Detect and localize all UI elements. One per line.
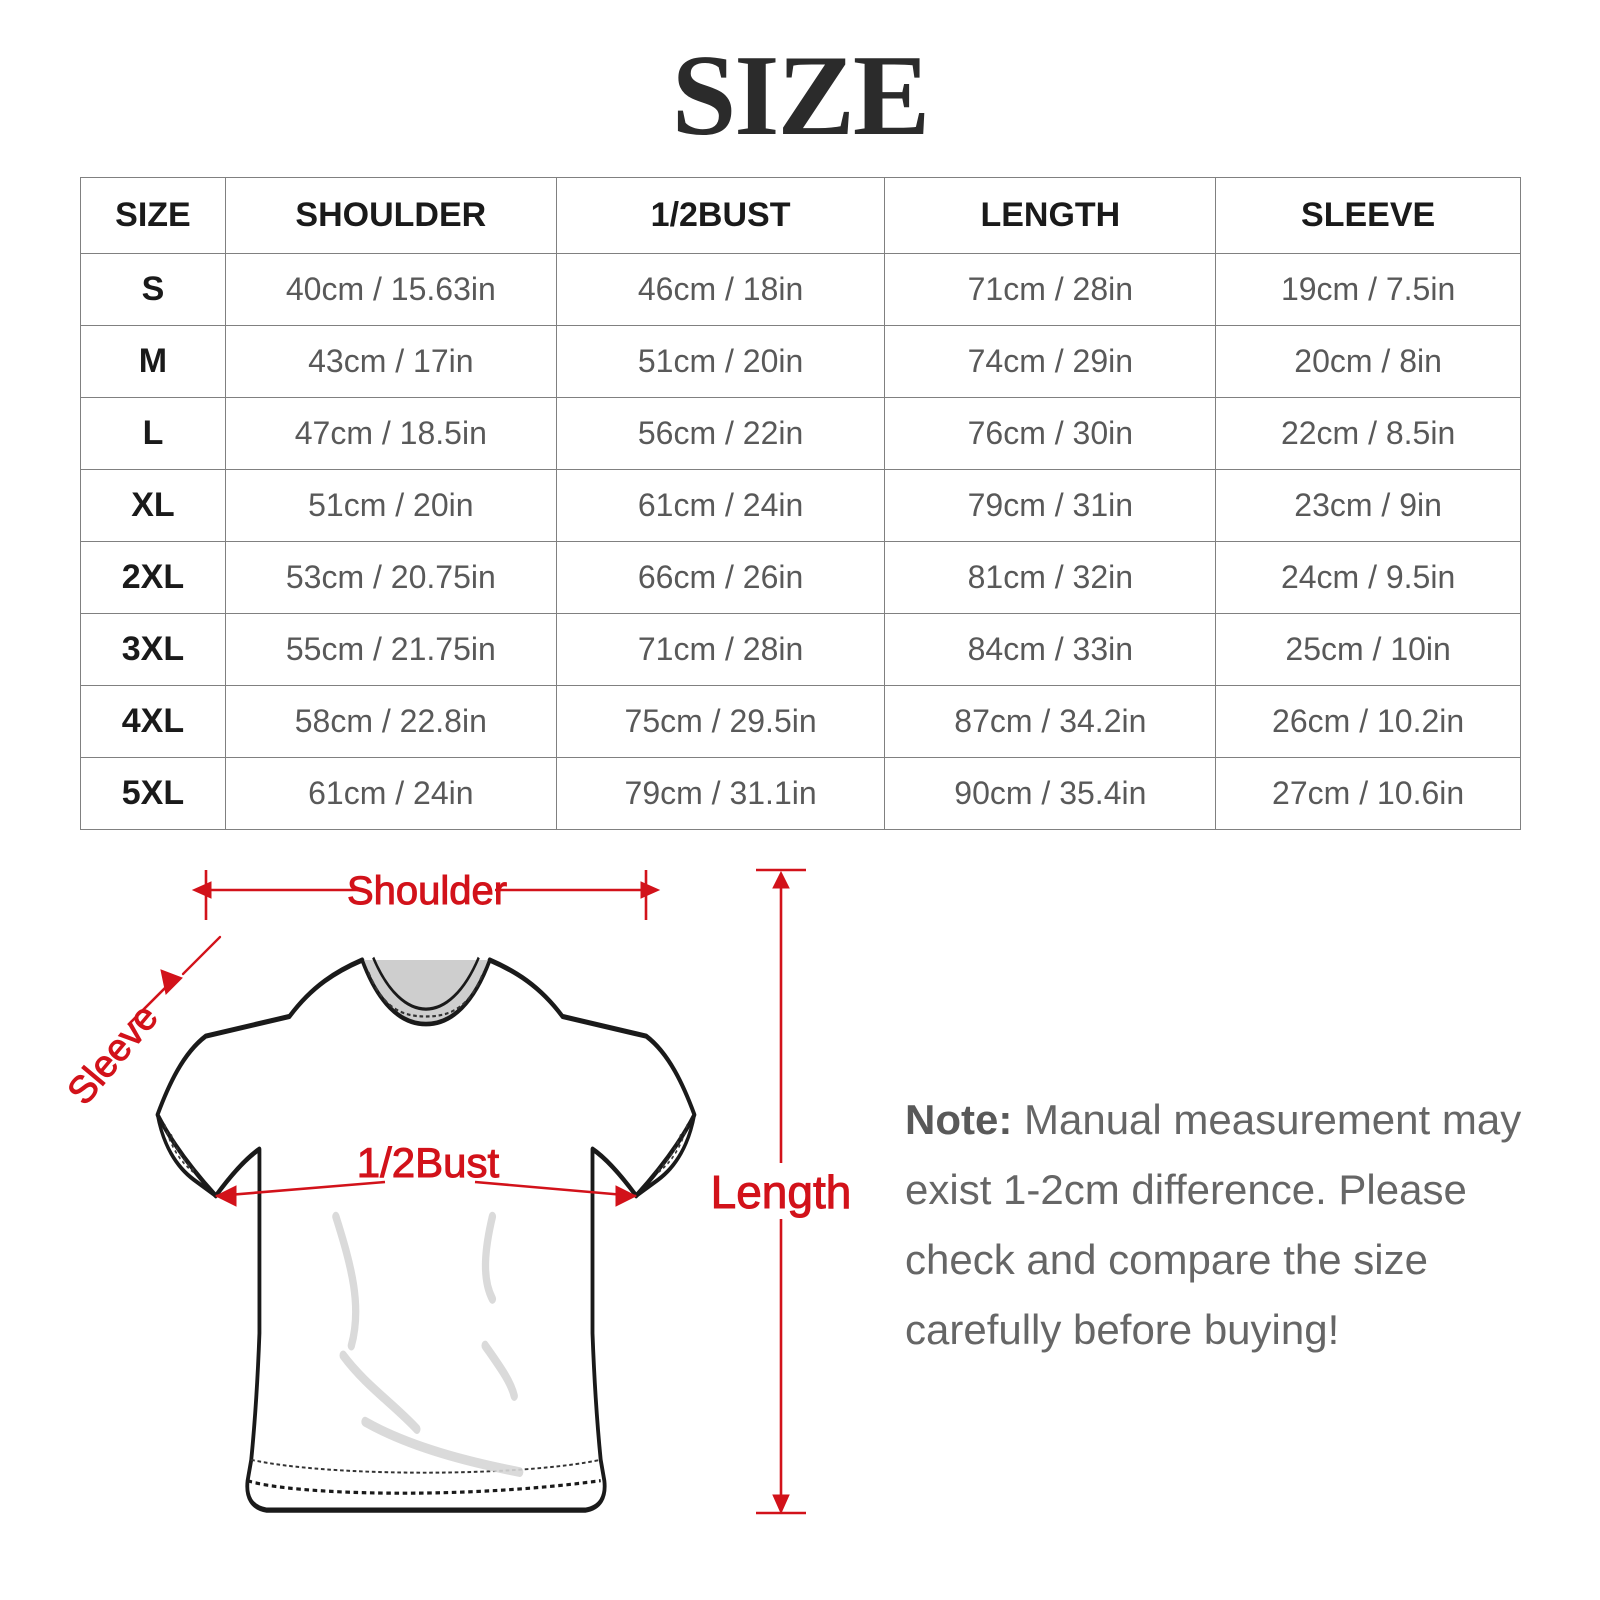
svg-text:Shoulder: Shoulder <box>347 869 507 913</box>
svg-text:Length: Length <box>711 1166 852 1218</box>
svg-text:1/2Bust: 1/2Bust <box>357 1139 500 1186</box>
svg-text:Sleeve: Sleeve <box>60 997 167 1113</box>
